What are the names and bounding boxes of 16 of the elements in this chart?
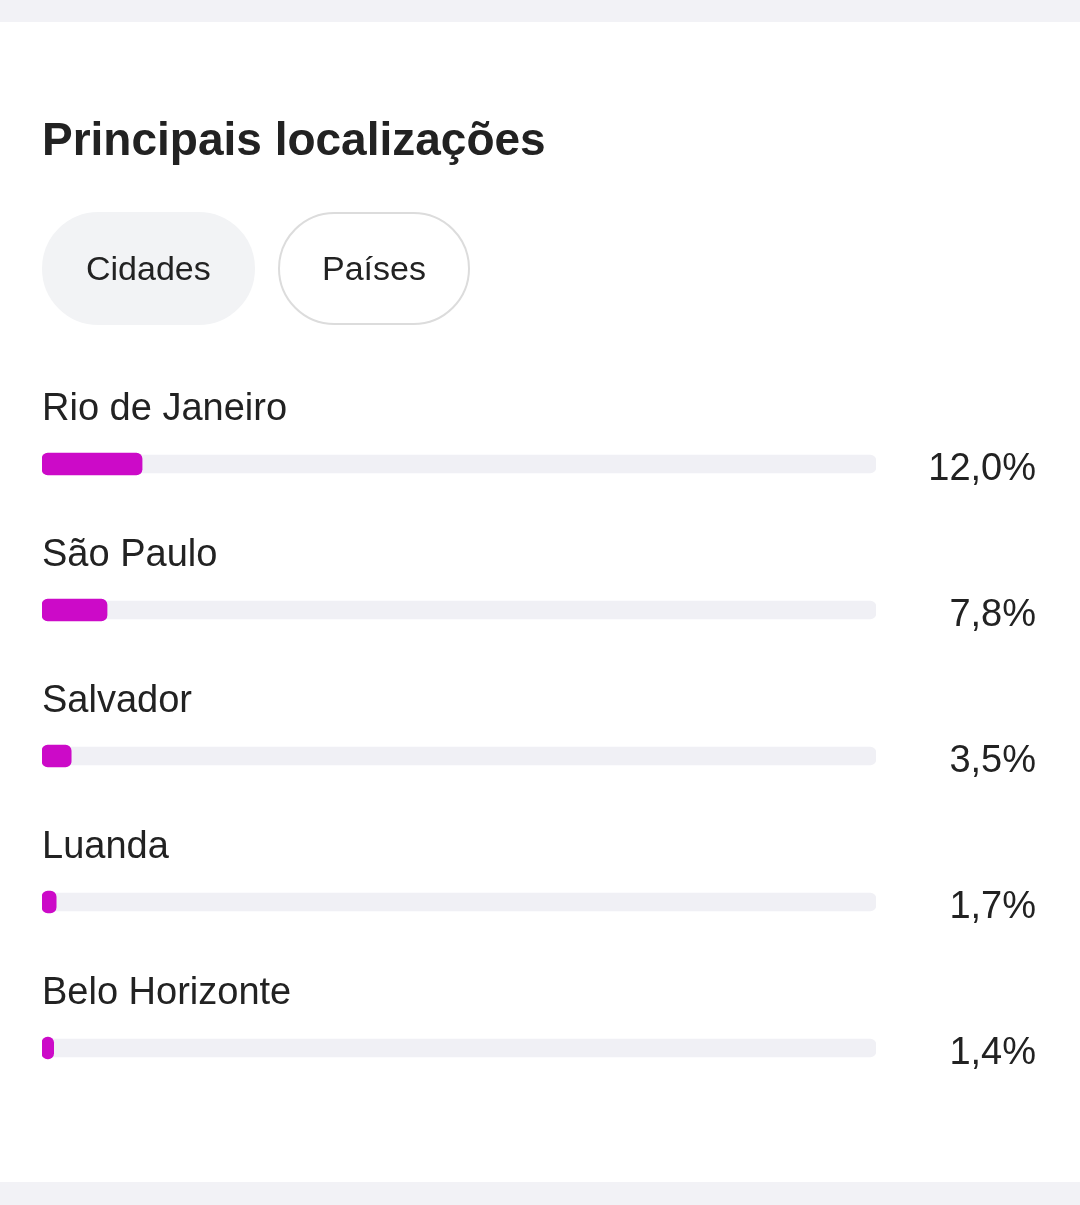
chart-title: Principais localizações bbox=[42, 112, 546, 166]
bar bbox=[42, 744, 72, 768]
y-tick-label: Luanda bbox=[42, 824, 170, 866]
bar bbox=[42, 452, 143, 476]
y-tick-label: Rio de Janeiro bbox=[42, 386, 288, 428]
data-label: 1,4% bbox=[949, 1030, 1036, 1072]
y-tick-label: São Paulo bbox=[42, 532, 218, 574]
y-tick-label: Belo Horizonte bbox=[42, 970, 292, 1012]
bar bbox=[42, 598, 108, 622]
data-label: 1,7% bbox=[949, 884, 1036, 926]
y-tick-label: Salvador bbox=[42, 678, 193, 720]
text: Países bbox=[278, 212, 470, 325]
data-label: 12,0% bbox=[928, 446, 1036, 488]
data-label: 7,8% bbox=[949, 592, 1036, 634]
data-label: 3,5% bbox=[949, 738, 1036, 780]
text: Cidades bbox=[42, 212, 255, 325]
